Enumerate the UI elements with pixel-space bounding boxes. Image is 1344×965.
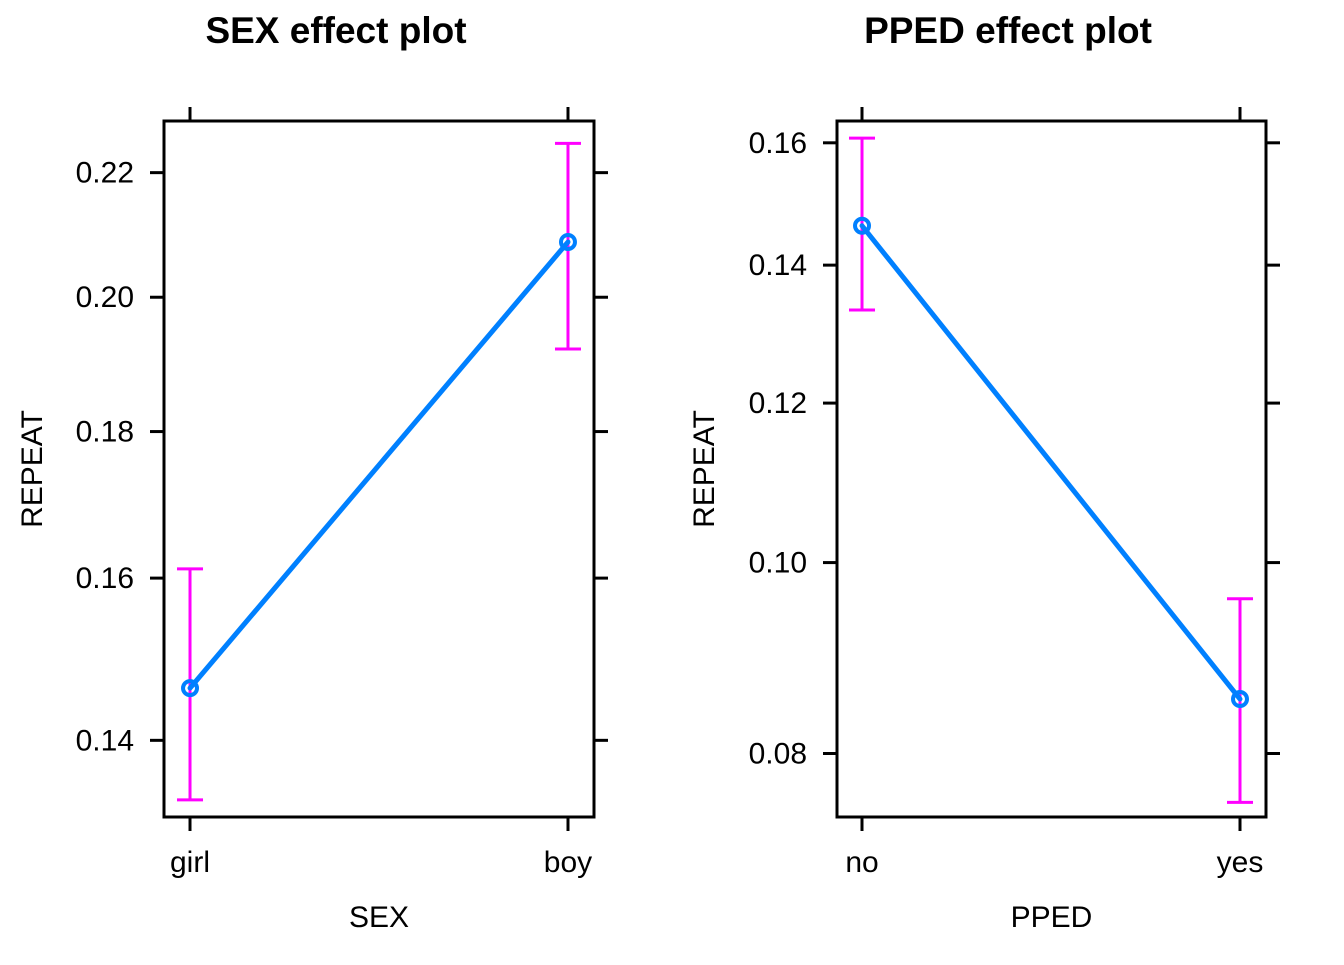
plot-box <box>835 119 1268 819</box>
y-tick-label: 0.22 <box>76 157 134 190</box>
y-tick-label: 0.16 <box>76 562 134 595</box>
y-axis-label: REPEAT <box>16 410 49 528</box>
plot-box <box>162 119 596 819</box>
panel-title: SEX effect plot <box>205 10 466 51</box>
category-label: girl <box>170 846 210 879</box>
x-axis-label: SEX <box>349 901 409 934</box>
data-point <box>853 216 872 235</box>
category-label: no <box>845 846 878 879</box>
panel-title: PPED effect plot <box>864 10 1152 51</box>
data-point <box>181 679 200 698</box>
y-tick-label: 0.20 <box>76 281 134 314</box>
y-tick-label: 0.14 <box>76 724 134 757</box>
y-tick-label: 0.18 <box>76 416 134 449</box>
category-label: yes <box>1217 846 1264 879</box>
y-tick-label: 0.08 <box>749 737 807 770</box>
fit-line <box>187 239 571 691</box>
fit-line <box>859 223 1243 702</box>
y-tick-label: 0.12 <box>749 387 807 420</box>
y-tick-label: 0.14 <box>749 249 807 282</box>
y-tick-label: 0.16 <box>749 127 807 160</box>
x-axis-label: PPED <box>1011 901 1093 934</box>
data-point <box>1231 690 1250 709</box>
category-label: boy <box>544 846 592 879</box>
y-axis-label: REPEAT <box>688 410 721 528</box>
y-tick-label: 0.10 <box>749 547 807 580</box>
data-point <box>558 232 577 251</box>
